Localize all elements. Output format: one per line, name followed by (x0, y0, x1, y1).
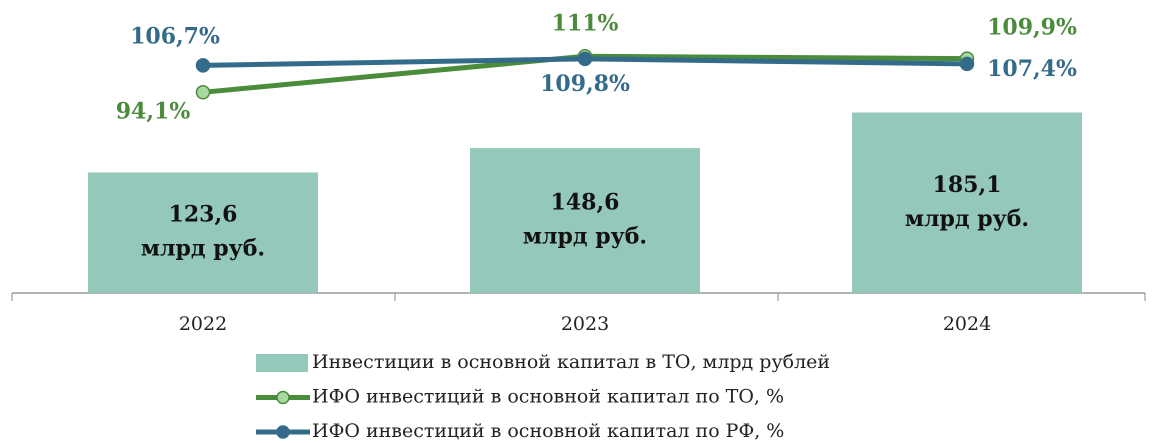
x-tick-label: 2022 (179, 313, 227, 335)
legend-swatch (256, 354, 308, 372)
bar (88, 172, 318, 293)
bar (852, 112, 1082, 293)
bar-unit-label: млрд руб. (141, 236, 265, 262)
line-marker (195, 58, 211, 73)
bar-value-label: 148,6 (551, 190, 620, 216)
line-value-label: 106,7% (130, 23, 220, 49)
legend-label: ИФО инвестиций в основной капитал по РФ,… (312, 420, 784, 442)
x-tick-label: 2024 (943, 313, 991, 335)
legend-label: Инвестиции в основной капитал в ТО, млрд… (312, 351, 830, 373)
line-marker (195, 85, 211, 100)
bar-value-label: 185,1 (933, 172, 1002, 198)
x-tick-label: 2023 (561, 313, 609, 335)
bar-value-label: 123,6 (169, 202, 238, 228)
legend-label: ИФО инвестиций в основной капитал по ТО,… (312, 386, 784, 408)
bar-unit-label: млрд руб. (905, 206, 1029, 232)
bar-unit-label: млрд руб. (523, 224, 647, 250)
line-value-label: 94,1% (116, 98, 191, 124)
line-marker (959, 56, 975, 72)
line-marker (577, 51, 593, 67)
line-value-label: 109,8% (540, 71, 630, 97)
bar (470, 148, 700, 293)
line-value-label: 111% (552, 10, 619, 36)
legend-marker (276, 390, 290, 405)
line-value-label: 107,4% (987, 56, 1077, 82)
line-value-label: 109,9% (987, 15, 1077, 41)
legend-marker (276, 425, 290, 439)
